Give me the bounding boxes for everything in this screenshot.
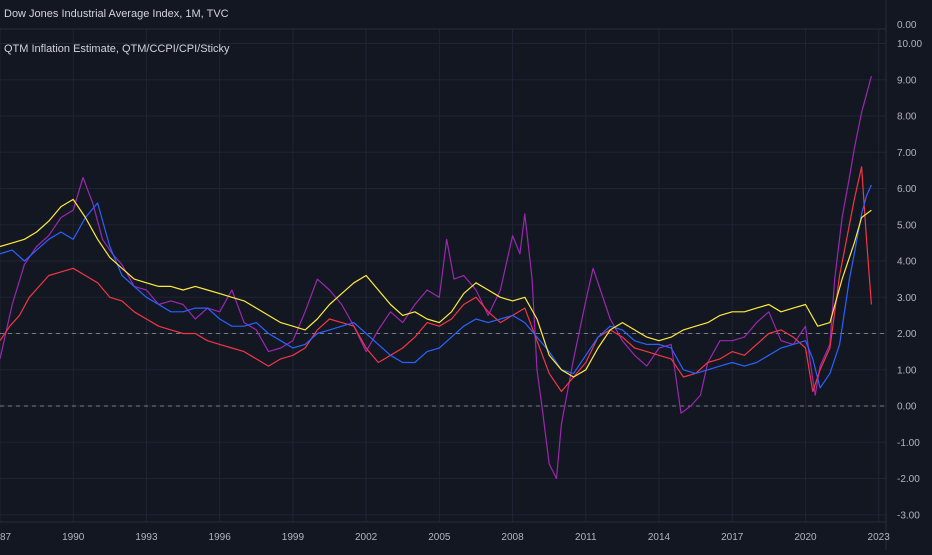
y-tick-label: -3.00 [897,510,920,521]
x-tick-label: 2008 [501,532,524,543]
y-tick-label: -2.00 [897,474,920,485]
y-tick-label: 6.00 [897,184,917,195]
x-tick-label: 1996 [209,532,232,543]
y-tick-label: 8.00 [897,112,917,123]
x-tick-label: 1987 [0,532,12,543]
y-tick-label: 9.00 [897,75,917,86]
reference-lines [0,333,886,407]
y-tick-label: 3.00 [897,293,917,304]
series-layer [0,75,872,480]
y-tick-label: 1.00 [897,365,917,376]
x-tick-label: 2023 [868,532,891,543]
time-axis[interactable]: 1987 1990 1993 1996 1999 2002 2005 2008 2011 2014… [0,532,890,543]
x-tick-label: 2002 [355,532,378,543]
x-tick-label: 1999 [282,532,305,543]
series-line-4 [0,198,872,378]
y-tick-label: 0.00 [897,402,917,413]
indicator-title[interactable]: QTM Inflation Estimate, QTM/CCPI/CPI/Sti… [4,43,230,55]
x-tick-label: 2020 [794,532,817,543]
y-tick-label: -1.00 [897,438,920,449]
series-line-3 [0,184,872,389]
y-tick-label: 4.00 [897,257,917,268]
x-tick-label: 2011 [575,532,597,543]
series-line-2 [0,166,872,393]
x-tick-label: 2017 [721,532,744,543]
top-pane-price-label: 0.00 [897,20,917,31]
x-tick-label: 2005 [428,532,451,543]
x-tick-label: 2014 [648,532,671,543]
y-tick-label: 7.00 [897,148,917,159]
y-tick-label: 2.00 [897,329,917,340]
y-tick-label: 10.00 [897,39,922,50]
x-tick-label: 1990 [62,532,85,543]
x-tick-label: 1993 [135,532,158,543]
y-tick-label: 5.00 [897,220,917,231]
symbol-title[interactable]: Dow Jones Industrial Average Index, 1M, … [4,8,229,20]
price-axis[interactable]: 10.00 9.00 8.00 7.00 6.00 5.00 4.00 3.00 2.00 1.0… [897,39,922,521]
